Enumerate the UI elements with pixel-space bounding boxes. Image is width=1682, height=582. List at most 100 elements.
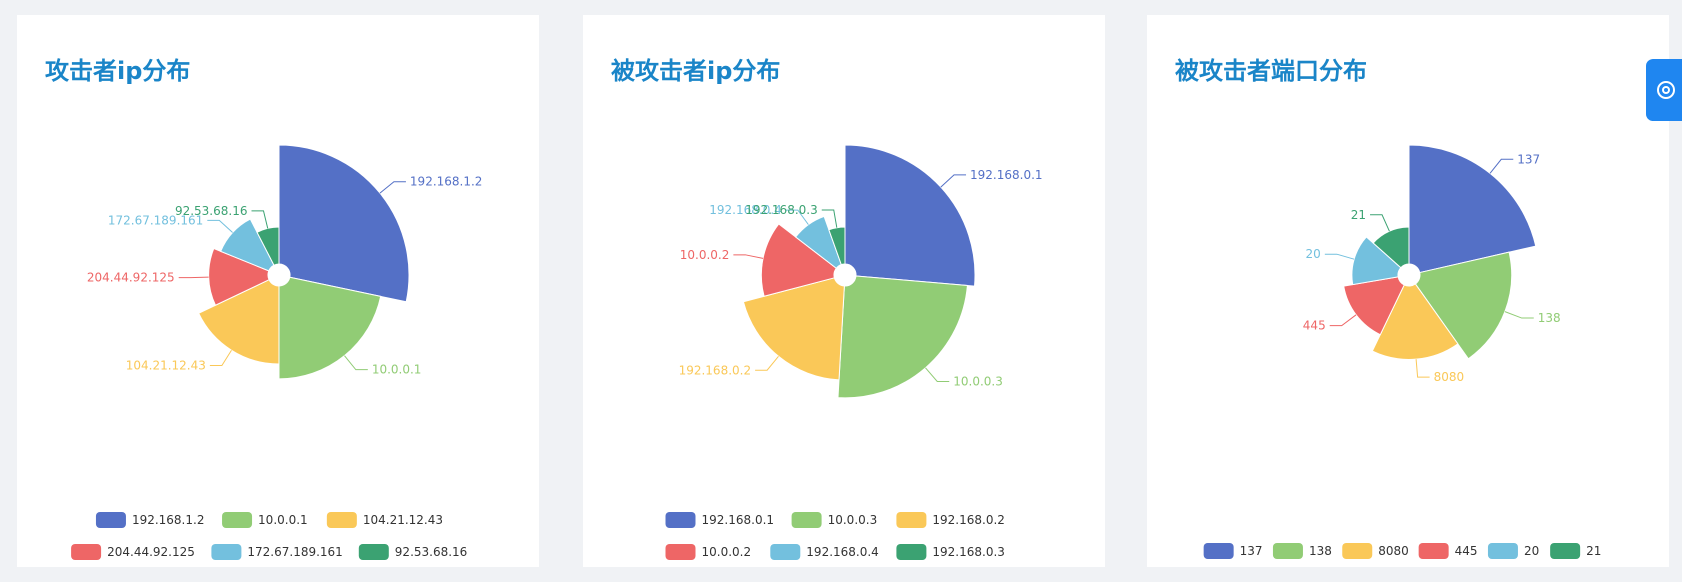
- rose-slice: [197, 279, 280, 365]
- legend-label: 192.168.0.4: [806, 545, 879, 559]
- floating-settings-button[interactable]: [1646, 59, 1682, 121]
- slice-label: 10.0.0.3: [953, 374, 1003, 388]
- label-leader-line: [1415, 359, 1430, 378]
- legend-label: 192.168.1.2: [132, 513, 205, 527]
- legend-label: 138: [1309, 544, 1332, 558]
- slice-label: 10.0.0.1: [372, 363, 422, 377]
- legend-label: 8080: [1378, 544, 1409, 558]
- legend-swatch: [71, 544, 102, 560]
- legend-swatch: [665, 512, 696, 528]
- rose-slice: [220, 218, 275, 272]
- label-leader-line: [379, 181, 406, 194]
- legend-label: 21: [1586, 544, 1601, 558]
- legend-swatch: [95, 512, 126, 528]
- rose-slice: [208, 247, 270, 306]
- rose-slice: [278, 276, 382, 380]
- label-leader-line: [1504, 311, 1534, 319]
- legend-swatch: [770, 544, 801, 560]
- slice-label: 10.0.0.2: [680, 248, 730, 262]
- rose-slice: [742, 277, 845, 381]
- slice-label: 104.21.12.43: [126, 358, 206, 372]
- legend-label: 104.21.12.43: [363, 513, 443, 527]
- label-leader-line: [755, 356, 779, 371]
- chart-title: 被攻击者ip分布: [611, 57, 781, 85]
- slice-label: 192.168.0.2: [679, 363, 752, 377]
- rose-slice: [1408, 144, 1537, 274]
- gear-icon: [1657, 81, 1675, 99]
- slice-label: 192.168.0.4: [709, 203, 782, 217]
- legend-swatch: [1272, 543, 1303, 559]
- legend-swatch: [791, 512, 822, 528]
- legend-swatch: [896, 512, 927, 528]
- slice-label: 8080: [1434, 370, 1465, 384]
- label-leader-line: [733, 254, 764, 259]
- rose-slice: [1343, 276, 1405, 336]
- slice-label: 192.168.0.3: [745, 203, 818, 217]
- slice-label: 204.44.92.125: [87, 271, 175, 285]
- rose-slice: [278, 144, 410, 303]
- label-leader-line: [925, 367, 950, 382]
- slice-label: 192.168.1.2: [410, 175, 483, 189]
- label-leader-line: [209, 349, 232, 366]
- slice-label: 138: [1538, 311, 1561, 325]
- slice-label: 137: [1517, 152, 1540, 166]
- legend-swatch: [1487, 543, 1518, 559]
- slice-label: 21: [1351, 208, 1366, 222]
- rose-slice: [760, 223, 837, 297]
- legend-label: 445: [1455, 544, 1478, 558]
- rose-slice: [828, 226, 846, 266]
- legend-swatch: [326, 512, 357, 528]
- legend-label: 92.53.68.16: [395, 545, 468, 559]
- legend-swatch: [1342, 543, 1373, 559]
- label-leader-line: [251, 210, 269, 229]
- label-leader-line: [207, 219, 233, 233]
- legend-swatch: [1550, 543, 1581, 559]
- rose-slice: [837, 275, 968, 399]
- slice-label: 92.53.68.16: [175, 204, 248, 218]
- label-leader-line: [344, 355, 368, 371]
- rose-slice: [1372, 226, 1410, 269]
- legend-swatch: [222, 512, 253, 528]
- legend-swatch: [896, 544, 927, 560]
- chart-card-attacker-ip: 攻击者ip分布 192.168.1.2 10.0.0.1 104.21.12.43 2…: [17, 15, 539, 567]
- slice-label: 445: [1303, 319, 1326, 333]
- rose-slice: [1414, 251, 1513, 360]
- rose-chart: 192.168.1.2 10.0.0.1 104.21.12.43 204.44.92…: [71, 144, 483, 560]
- legend-label: 20: [1524, 544, 1539, 558]
- rose-slice: [844, 144, 976, 287]
- legend-label: 192.168.0.3: [932, 545, 1005, 559]
- rose-chart: 137 138 8080 445 20 21 137 138 8080 445 20 21: [1203, 144, 1601, 559]
- slice-label: 172.67.189.161: [108, 213, 203, 227]
- label-leader-line: [1489, 158, 1514, 174]
- chart-title: 攻击者ip分布: [45, 57, 191, 85]
- label-leader-line: [178, 276, 209, 279]
- legend-swatch: [665, 544, 696, 560]
- chart-title: 被攻击者端口分布: [1175, 57, 1367, 85]
- legend-swatch: [1418, 543, 1449, 559]
- slice-label: 20: [1306, 247, 1321, 261]
- chart-card-victim-ip: 被攻击者ip分布 192.168.0.1 10.0.0.3 192.168.0.2 1…: [583, 15, 1105, 567]
- rose-slice: [1351, 236, 1402, 286]
- legend-label: 204.44.92.125: [107, 545, 195, 559]
- legend-label: 10.0.0.1: [258, 513, 308, 527]
- chart-card-victim-port: 被攻击者端口分布 137 138 8080 445 20 21 137 138 8080 445 2…: [1147, 15, 1669, 567]
- legend-swatch: [358, 544, 389, 560]
- rose-slice: [1371, 283, 1459, 360]
- label-leader-line: [1324, 253, 1355, 260]
- legend-swatch: [211, 544, 242, 560]
- rose-chart: 192.168.0.1 10.0.0.3 192.168.0.2 10.0.0.2 19…: [665, 144, 1043, 560]
- label-leader-line: [785, 209, 809, 225]
- legend-label: 172.67.189.161: [247, 545, 342, 559]
- legend-label: 192.168.0.2: [932, 513, 1005, 527]
- slice-label: 192.168.0.1: [970, 168, 1043, 182]
- label-leader-line: [1370, 214, 1390, 232]
- legend-swatch: [1203, 543, 1234, 559]
- legend-label: 192.168.0.1: [702, 513, 775, 527]
- legend-label: 137: [1240, 544, 1263, 558]
- label-leader-line: [1329, 314, 1357, 327]
- rose-slice: [256, 226, 280, 266]
- legend-label: 10.0.0.2: [702, 545, 752, 559]
- label-leader-line: [821, 209, 838, 228]
- legend-label: 10.0.0.3: [828, 513, 878, 527]
- rose-slice: [794, 215, 842, 269]
